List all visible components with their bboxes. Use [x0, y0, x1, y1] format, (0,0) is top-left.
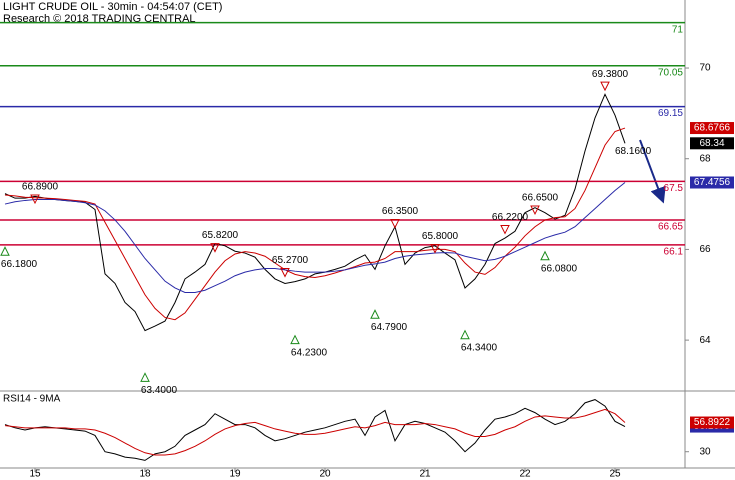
series-line [4, 408, 626, 456]
plot-layer: 71 70.05 69.15 67.5 66.65 66.1 70 68 66 64 30 15 18 1… [0, 21, 734, 480]
x-tick-label: 25 [609, 469, 621, 480]
last-value-label: 68.6766 [694, 123, 731, 134]
pivot-label: 63.4000 [141, 385, 178, 396]
pivot-low [540, 250, 550, 261]
target-label: 68.1600 [615, 146, 652, 157]
rsi-title: RSI14 - 9MA [3, 394, 61, 405]
x-tick-label: 18 [139, 469, 151, 480]
last-value-flag [690, 416, 734, 429]
pivot-label: 66.1800 [1, 259, 38, 270]
pivot-low [460, 329, 470, 340]
pivot-high [430, 243, 440, 254]
y-tick-label: 66 [699, 244, 711, 255]
series-line [4, 182, 626, 293]
pivot-label: 64.2300 [291, 347, 328, 358]
last-value-flag [690, 137, 734, 150]
pivot-label: 65.8200 [202, 230, 239, 241]
pivot-low [140, 372, 150, 382]
level-label: 67.5 [664, 183, 684, 194]
pivot-high [500, 224, 510, 235]
pivot-low [0, 246, 10, 256]
pivot-high [600, 81, 610, 92]
level-label: 70.05 [658, 67, 683, 78]
y-tick-label: 68 [699, 153, 711, 164]
chart-subtitle: Research © 2018 TRADING CENTRAL [3, 13, 196, 25]
pivot-high [530, 205, 540, 216]
pivot-high [280, 268, 290, 278]
pivot-label: 66.3500 [382, 206, 419, 217]
x-tick-label: 21 [419, 469, 431, 480]
pivot-label: 66.8900 [22, 182, 59, 193]
pivot-label: 64.7900 [371, 322, 408, 333]
level-label: 66.65 [658, 222, 683, 233]
pivot-high [30, 194, 40, 205]
pivot-label: 65.2700 [272, 255, 309, 266]
last-value-label: 56.8922 [694, 417, 731, 428]
level-label: 71 [672, 24, 684, 35]
level-label: 69.15 [658, 108, 683, 119]
series-line [4, 399, 626, 461]
pivot-label: 69.3800 [592, 69, 629, 80]
level-label: 66.1 [664, 247, 684, 258]
series-line [4, 93, 626, 332]
series-line [4, 127, 626, 321]
pivot-label: 65.8000 [422, 231, 459, 242]
chart-title: LIGHT CRUDE OIL - 30min - 04:54:07 (CET) [3, 1, 222, 13]
pivot-low [370, 309, 380, 319]
pivot-high [210, 243, 220, 253]
y-tick-label: 70 [699, 63, 711, 74]
last-value-flag [690, 122, 734, 135]
x-tick-label: 15 [29, 469, 41, 480]
pivot-low [290, 334, 300, 345]
last-value-label: 68.34 [699, 138, 724, 149]
last-value-flag [690, 176, 734, 189]
pivot-label: 66.0800 [541, 263, 578, 274]
pivot-high [390, 219, 400, 229]
x-tick-label: 22 [519, 469, 531, 480]
last-value-label: 67.4756 [694, 177, 731, 188]
pivot-label: 66.6500 [522, 193, 559, 204]
y-tick-label: 64 [699, 335, 711, 346]
y-tick-label: 30 [699, 446, 711, 457]
pivot-label: 66.2200 [492, 212, 529, 223]
forecast-arrow [639, 139, 666, 204]
x-tick-label: 20 [319, 469, 331, 480]
pivot-label: 64.3400 [461, 342, 498, 353]
x-tick-label: 19 [229, 469, 241, 480]
